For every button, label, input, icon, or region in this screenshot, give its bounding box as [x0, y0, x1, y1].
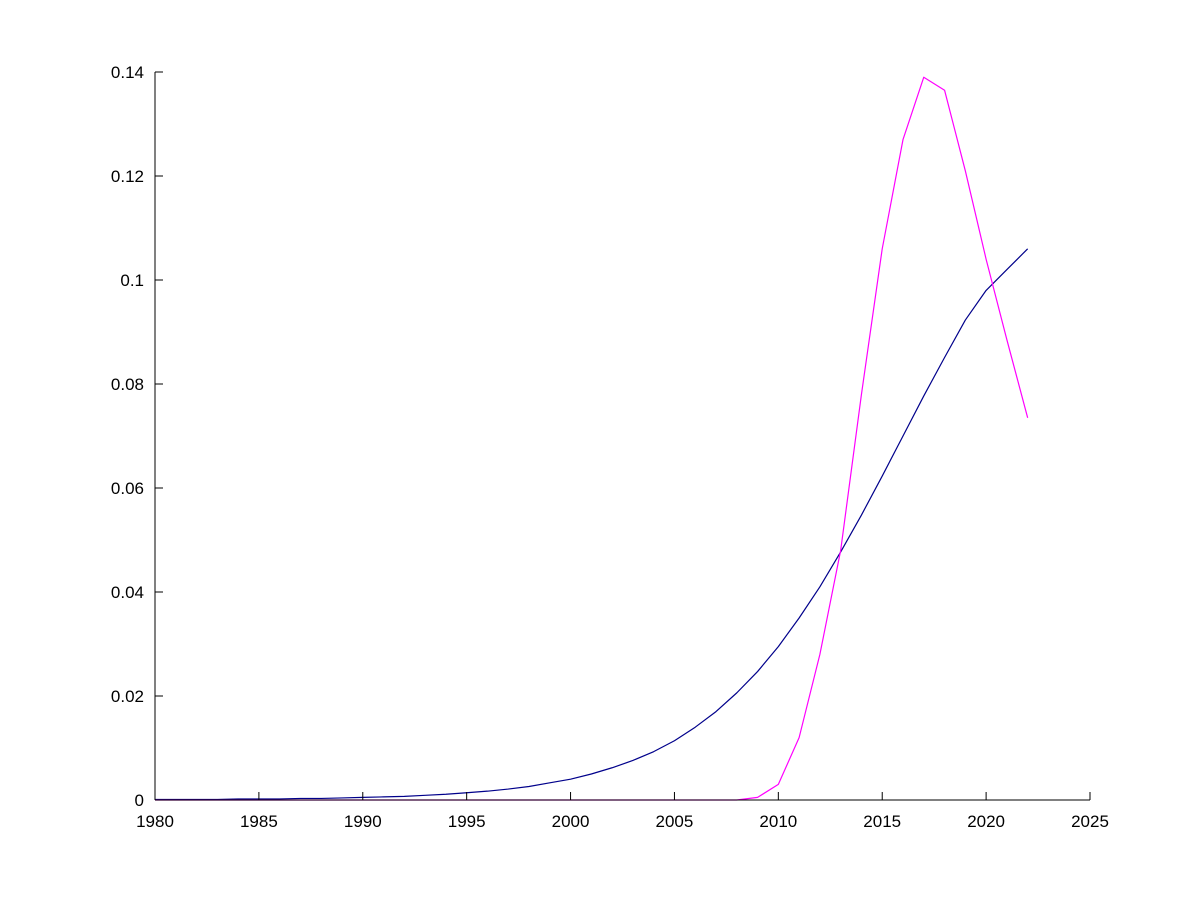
x-tick-label: 1985	[240, 812, 278, 831]
series-peaked-spike-line	[155, 76, 1029, 801]
x-tick-label: 1995	[448, 812, 486, 831]
y-tick-label: 0.04	[111, 583, 144, 602]
y-tick-label: 0.14	[111, 63, 144, 82]
x-tick-label: 1990	[344, 812, 382, 831]
y-tick-label: 0	[135, 791, 144, 810]
x-tick-label: 2005	[656, 812, 694, 831]
series-smooth-sigmoid-line	[155, 248, 1029, 801]
y-tick-label: 0.08	[111, 375, 144, 394]
x-tick-label: 2015	[863, 812, 901, 831]
x-tick-label: 2025	[1071, 812, 1109, 831]
y-tick-label: 0.12	[111, 167, 144, 186]
x-tick-label: 2020	[967, 812, 1005, 831]
x-tick-label: 2010	[759, 812, 797, 831]
y-tick-label: 0.02	[111, 687, 144, 706]
y-tick-label: 0.06	[111, 479, 144, 498]
x-tick-label: 2000	[552, 812, 590, 831]
x-tick-label: 1980	[136, 812, 174, 831]
y-tick-label: 0.1	[120, 271, 144, 290]
